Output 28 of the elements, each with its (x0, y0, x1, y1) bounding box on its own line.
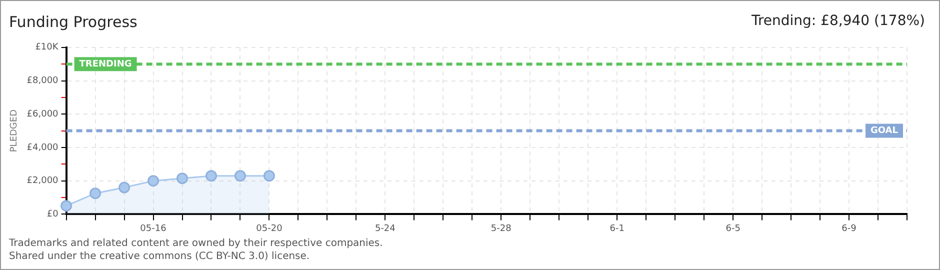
ref-line-label: GOAL (870, 126, 898, 136)
y-axis-title: PLEDGED (10, 109, 20, 152)
x-tick-label: 6-1 (610, 224, 624, 234)
y-tick-label: £10K (35, 42, 60, 53)
y-tick-label: £6,000 (26, 109, 59, 120)
point (118, 182, 130, 194)
point (234, 170, 246, 182)
x-tick-label: 6-9 (842, 224, 857, 234)
point (176, 172, 188, 184)
chart-title: Funding Progress (9, 13, 138, 31)
point (90, 188, 102, 200)
y-tick-label: £4,000 (26, 142, 59, 153)
y-tick-label: £8,000 (26, 76, 59, 86)
x-tick-label: 05-16 (140, 224, 167, 234)
point (148, 175, 160, 187)
chart-subtitle: Trending: £8,940 (178%) (751, 13, 925, 29)
text: Shared under the creative commons (CC BY-NC 3.0) license. (9, 250, 311, 263)
text: Trademarks and related content are owned by their respective companies. (9, 237, 383, 250)
x-tick-label: 5-28 (490, 224, 512, 234)
y-tick-label: £2,000 (26, 176, 59, 186)
x-tick-label: 05-20 (256, 224, 283, 234)
point (205, 170, 217, 182)
x-tick-label: 5-24 (374, 224, 396, 234)
y-tick-label: £0 (46, 210, 59, 220)
point (60, 200, 72, 212)
point (263, 170, 275, 182)
ref-line-label: TRENDING (79, 59, 132, 70)
x-tick-label: 6-5 (726, 224, 740, 234)
